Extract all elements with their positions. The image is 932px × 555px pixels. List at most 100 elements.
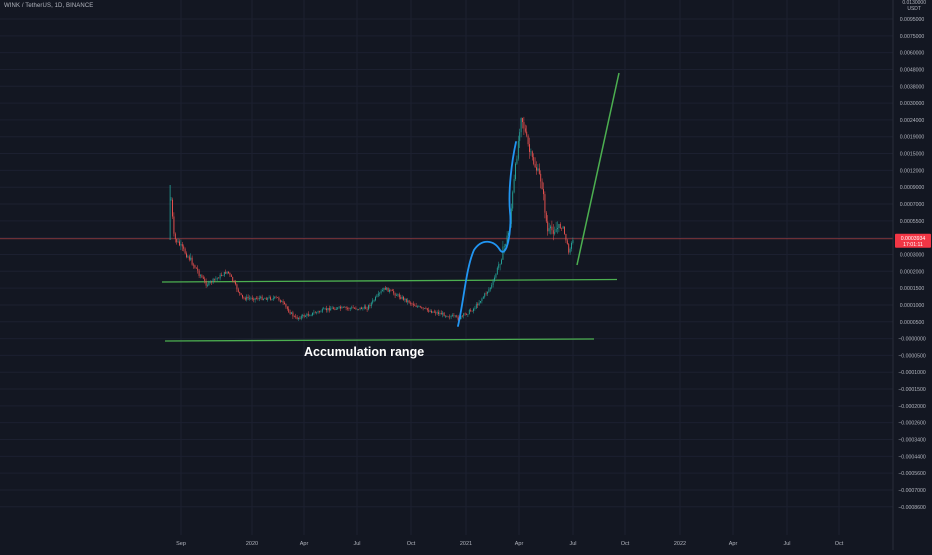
y-tick-label: 0.0007000 (900, 202, 925, 208)
candle-body (375, 296, 376, 301)
candle-body (433, 311, 435, 313)
candle-body (292, 312, 294, 317)
candle-body (498, 264, 500, 268)
candle-body (534, 164, 536, 168)
candle-body (321, 308, 323, 312)
candle-body (485, 293, 487, 295)
y-tick-label: 0.0000500 (900, 320, 925, 326)
candle-body (300, 316, 302, 319)
candle-body (225, 271, 227, 274)
candle-body (314, 312, 316, 314)
candle-body (200, 275, 201, 276)
candle-body (482, 296, 484, 299)
axis-top-label: 0.0130000 USDT (902, 0, 926, 12)
candle-body (536, 167, 537, 171)
candle-body (299, 317, 301, 319)
candle-body (464, 313, 466, 315)
candle-body (268, 297, 270, 298)
candle-body (190, 257, 192, 260)
candle-body (194, 265, 196, 268)
candle-body (412, 303, 414, 306)
y-tick-label: −0.0001500 (898, 387, 926, 393)
candle-body (555, 228, 557, 233)
candle-body (387, 287, 389, 292)
candle-body (456, 315, 458, 317)
candle-body (551, 226, 553, 231)
candle-body (572, 240, 574, 243)
candle-body (184, 248, 186, 254)
candle-body (418, 306, 420, 307)
candle-body (286, 306, 288, 309)
y-tick-label: −0.0003400 (898, 438, 926, 444)
candle-body (215, 278, 217, 280)
candle-body (419, 306, 421, 308)
candle-body (538, 168, 540, 174)
candle-body (333, 307, 334, 309)
candle-body (376, 295, 378, 297)
candle-body (187, 256, 189, 258)
projection-line (576, 72, 620, 266)
y-tick-label: 0.0002000 (900, 269, 925, 275)
y-tick-label: −0.0007000 (898, 488, 926, 494)
candle-body (201, 275, 203, 278)
x-tick-label: Apr (515, 541, 524, 547)
candle-body (436, 312, 438, 314)
candle-body (398, 294, 400, 298)
candle-body (331, 307, 333, 309)
candle-body (306, 313, 308, 316)
candle-body (489, 287, 491, 290)
candle-body (291, 312, 292, 314)
symbol-title[interactable]: WINK / TetherUS, 1D, BINANCE (4, 3, 94, 9)
candle-body (421, 307, 423, 308)
candle-body (229, 273, 231, 275)
candle-body (270, 297, 271, 300)
candle-body (422, 307, 424, 309)
candle-body (477, 304, 479, 306)
candle-body (503, 246, 505, 247)
x-tick-label: Sep (176, 541, 186, 547)
candle-body (295, 316, 297, 318)
candle-body (442, 312, 444, 315)
candle-body (552, 230, 554, 234)
candle-body (487, 291, 488, 294)
y-tick-label: −0.0002000 (898, 404, 926, 410)
candle-body (530, 151, 532, 153)
candle-body (526, 131, 528, 136)
x-tick-label: Jul (569, 541, 576, 547)
candle-body (257, 298, 259, 300)
candle-body (568, 244, 570, 253)
candle-body (382, 290, 383, 292)
time-axis[interactable]: Sep 2020 Apr Jul Oct 2021 Apr Jul Oct 2022 Apr Jul O… (176, 541, 844, 547)
x-tick-label: Apr (729, 541, 738, 547)
candle-body (524, 128, 526, 132)
candle-body (218, 277, 220, 279)
support-lines (161, 278, 618, 342)
candle-body (324, 308, 326, 310)
y-tick-label: 0.0009000 (900, 185, 925, 191)
price-axis[interactable]: 0.0095000 0.0075000 0.0060000 0.0048000 0.00… (892, 0, 931, 550)
y-tick-label: 0.0015000 (900, 152, 925, 158)
candle-body (429, 310, 431, 312)
candle-body (562, 226, 564, 229)
candle-body (183, 246, 185, 249)
candle-body (531, 151, 533, 158)
candle-body (278, 297, 280, 300)
candle-body (396, 295, 397, 296)
candle-body (193, 264, 194, 266)
candle-body (401, 296, 403, 299)
x-tick-label: 2021 (460, 541, 472, 547)
candle-body (481, 298, 483, 302)
candle-body (474, 308, 476, 309)
candle-body (247, 296, 249, 299)
candle-body (554, 232, 556, 234)
candle-body (372, 300, 374, 303)
candle-body (337, 307, 339, 309)
candle-body (312, 312, 313, 316)
candle-body (373, 300, 375, 301)
candle-body (271, 299, 273, 300)
y-tick-label: 0.0012000 (900, 168, 925, 174)
candle-body (249, 298, 250, 299)
candle-body (403, 296, 404, 300)
